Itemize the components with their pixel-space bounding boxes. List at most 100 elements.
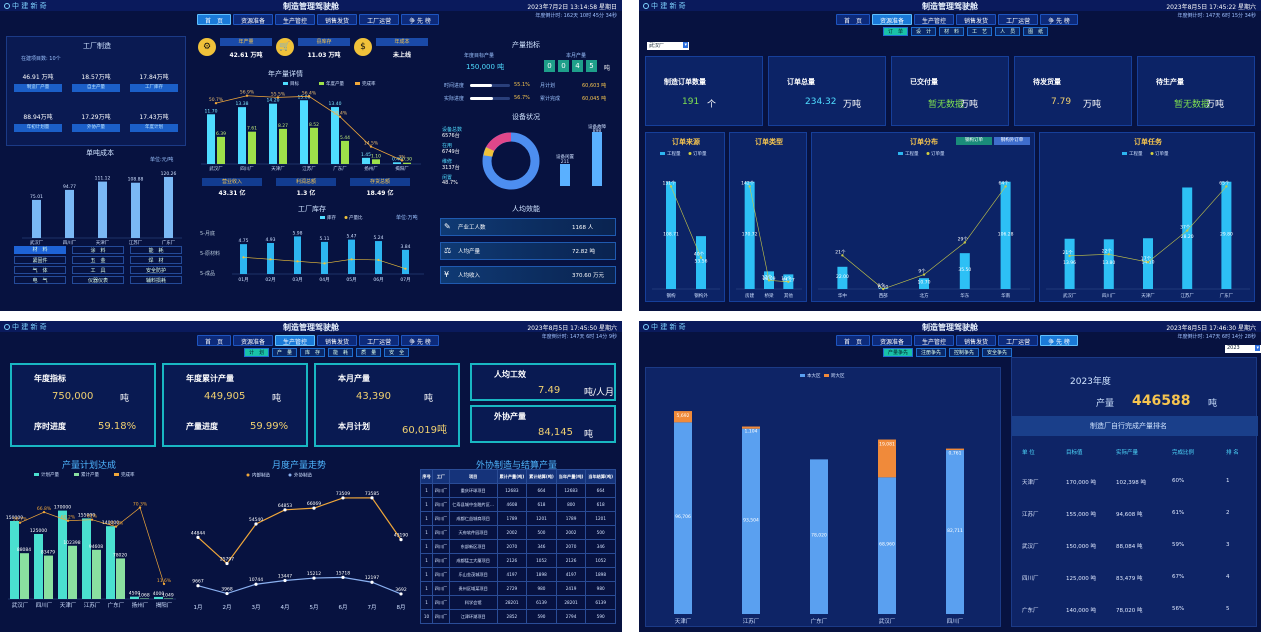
sub-tab[interactable]: 能 耗 bbox=[328, 348, 354, 357]
table-cell: 12683 bbox=[496, 483, 528, 498]
bar-value: 170000 bbox=[54, 505, 71, 511]
progress-value: 56.7% bbox=[514, 95, 530, 101]
nav-tab[interactable]: 首 页 bbox=[197, 14, 232, 25]
legend-swatch bbox=[355, 82, 360, 85]
nav-tab[interactable]: 争 先 榜 bbox=[1040, 14, 1078, 25]
cost-tag[interactable]: 紧固件 bbox=[14, 256, 66, 264]
sub-tab[interactable]: 质 量 bbox=[356, 348, 382, 357]
table-cell: 800 bbox=[555, 497, 587, 512]
series-point bbox=[196, 584, 200, 588]
nav-tab[interactable]: 争 先 榜 bbox=[401, 335, 439, 346]
bar-plan bbox=[58, 510, 67, 599]
efficiency-value: 1168 人 bbox=[572, 225, 594, 231]
nav-tab[interactable]: 销售发货 bbox=[956, 14, 997, 25]
rate-label: 17个 bbox=[1141, 256, 1152, 262]
nav-tab[interactable]: 工厂运营 bbox=[998, 335, 1039, 346]
nav-tab[interactable]: 资源准备 bbox=[233, 14, 274, 25]
nav-tab[interactable]: 争 先 榜 bbox=[401, 14, 439, 25]
cost-tag[interactable]: 工 具 bbox=[72, 266, 124, 274]
bar-cross bbox=[946, 448, 964, 451]
bar-value: 1,104 bbox=[745, 429, 758, 435]
rate-label: 70.3% bbox=[133, 502, 148, 508]
device-label: 维修 bbox=[442, 159, 453, 165]
ranking-column-header: 排 名 bbox=[1226, 450, 1239, 456]
cost-tag[interactable]: 辅料损耗 bbox=[130, 276, 182, 284]
cost-tag[interactable]: 电 气 bbox=[14, 276, 66, 284]
sub-tab[interactable]: 产 量 bbox=[272, 348, 298, 357]
sub-tab[interactable]: 订 单 bbox=[883, 27, 909, 36]
cost-tag[interactable]: 气 体 bbox=[14, 266, 66, 274]
nav-tab[interactable]: 资源准备 bbox=[872, 14, 913, 25]
bar-value: 4.93 bbox=[265, 237, 275, 243]
tick-label: 05月 bbox=[346, 277, 356, 283]
table-cell: 四川厂 bbox=[432, 483, 450, 498]
cost-tag[interactable]: 五 金 bbox=[72, 256, 124, 264]
table-cell: 618 bbox=[526, 497, 557, 512]
nav-tab[interactable]: 首 页 bbox=[836, 335, 871, 346]
table-cell: 1 bbox=[419, 525, 434, 540]
sub-tab[interactable]: 库 存 bbox=[300, 348, 326, 357]
ranking-chart: 本大区 跨大区 5,692 96,706 天津厂 1,104 93,504 江苏厂 78,020… bbox=[674, 372, 964, 625]
bar-value: 108.71 bbox=[663, 231, 679, 237]
sub-tab[interactable]: 图 纸 bbox=[1023, 27, 1049, 36]
nav-tab[interactable]: 资源准备 bbox=[233, 335, 274, 346]
tick-label: 武汉厂 bbox=[879, 617, 896, 625]
nav-tab[interactable]: 资源准备 bbox=[872, 335, 913, 346]
efficiency-label: 人均收入 bbox=[458, 273, 481, 279]
sub-tab[interactable]: 安全争先 bbox=[982, 348, 1013, 357]
cost-tag[interactable]: 材 料 bbox=[14, 246, 66, 254]
sub-tab[interactable]: 注册争先 bbox=[916, 348, 947, 357]
card-label: 本月产量 bbox=[338, 374, 370, 383]
chart-tab[interactable]: 钢构外订单 bbox=[994, 137, 1030, 145]
sub-tab[interactable]: 安 全 bbox=[384, 348, 410, 357]
sub-tab[interactable]: 产量争先 bbox=[883, 348, 914, 357]
nav-tab[interactable]: 销售发货 bbox=[956, 335, 997, 346]
table-cell: 1789 bbox=[496, 511, 528, 526]
outsource-title: 外协制造与结算产量 bbox=[476, 461, 558, 471]
bar-value: 0.30 bbox=[402, 157, 412, 163]
nav-tab[interactable]: 争 先 榜 bbox=[1040, 335, 1078, 346]
order-chart-box: 订单任务工程量订单量13.96武汉厂13.80四川厂14.10天津厂28.20江… bbox=[1039, 132, 1255, 302]
ranking-cell: 155,000 吨 bbox=[1066, 512, 1096, 518]
chart-svg: 工程量订单量13.96武汉厂13.80四川厂14.10天津厂28.20江苏厂29… bbox=[1046, 150, 1250, 299]
card-unit: 吨/人月 bbox=[584, 388, 615, 398]
factory-select[interactable]: 武汉厂 ▾ bbox=[647, 42, 689, 50]
table-row: 1 四川厂 仁寿县城中金融片区… 4608 618 800 618 bbox=[419, 497, 616, 512]
tick-label: 天津厂 bbox=[60, 602, 77, 609]
chart-tab[interactable]: 钢构订单 bbox=[956, 137, 992, 145]
stock-title: 工厂库存 bbox=[298, 205, 326, 213]
ranking-box: 2023年度 产量 446588 吨 制造厂自行完成产量排名 单 位 目标值 实际产… bbox=[1011, 357, 1258, 627]
rate-label: 56.9% bbox=[240, 90, 255, 96]
nav-tab[interactable]: 工厂运营 bbox=[359, 14, 400, 25]
sub-tab[interactable]: 人 员 bbox=[995, 27, 1021, 36]
cost-tag[interactable]: 焊 材 bbox=[130, 256, 182, 264]
nav-tab[interactable]: 生产管控 bbox=[914, 14, 955, 25]
table-cell: 1 bbox=[419, 483, 434, 498]
nav-tab[interactable]: 首 页 bbox=[836, 14, 871, 25]
sub-tab[interactable]: 工 艺 bbox=[967, 27, 993, 36]
nav-tab[interactable]: 生产管控 bbox=[275, 14, 316, 25]
sub-tab[interactable]: 设 计 bbox=[911, 27, 937, 36]
bar-cross bbox=[742, 426, 760, 429]
year-select[interactable]: 2023 ▾ bbox=[1225, 345, 1261, 353]
nav-tab[interactable]: 生产管控 bbox=[275, 335, 316, 346]
series-point bbox=[370, 496, 374, 500]
sub-tab[interactable]: 材 料 bbox=[939, 27, 965, 36]
sub-tab[interactable]: 计 划 bbox=[244, 348, 270, 357]
ranking-cell: 59% bbox=[1172, 542, 1185, 548]
nav-tab[interactable]: 首 页 bbox=[197, 335, 232, 346]
nav-tab[interactable]: 工厂运营 bbox=[998, 14, 1039, 25]
cost-tag[interactable]: 仪器仪表 bbox=[72, 276, 124, 284]
cost-tag[interactable]: 涂 料 bbox=[72, 246, 124, 254]
nav-tab[interactable]: 销售发货 bbox=[317, 14, 358, 25]
nav-tab[interactable]: 工厂运营 bbox=[359, 335, 400, 346]
nav-tab[interactable]: 销售发货 bbox=[317, 335, 358, 346]
bar bbox=[837, 266, 848, 289]
cost-tag[interactable]: 安全防护 bbox=[130, 266, 182, 274]
bar-yield bbox=[341, 140, 349, 164]
table-cell: 四川厂 bbox=[432, 511, 450, 526]
cost-tag[interactable]: 能 耗 bbox=[130, 246, 182, 254]
nav-tab[interactable]: 生产管控 bbox=[914, 335, 955, 346]
ranking-cell: 78,020 吨 bbox=[1116, 608, 1143, 614]
sub-tab[interactable]: 控制争先 bbox=[949, 348, 980, 357]
